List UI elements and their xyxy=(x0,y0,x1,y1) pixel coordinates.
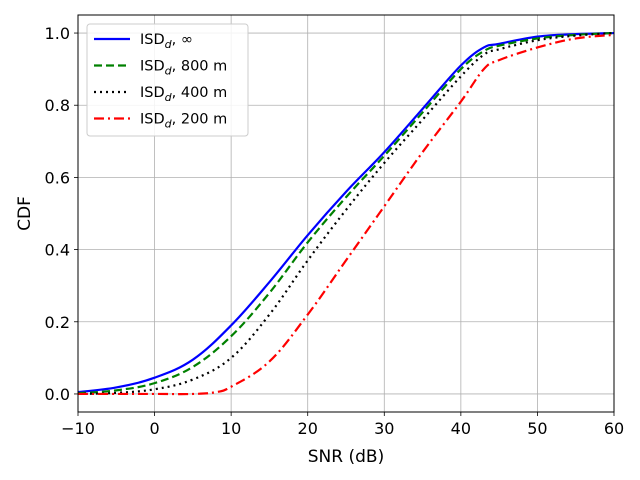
y-tick-label: 1.0 xyxy=(45,24,70,43)
legend-label: ISDd, ∞ xyxy=(140,32,193,51)
x-tick-label: 40 xyxy=(451,419,471,438)
x-tick-label: 0 xyxy=(149,419,159,438)
series-line xyxy=(77,31,615,395)
x-tick-label: 20 xyxy=(298,419,318,438)
x-axis-label: SNR (dB) xyxy=(308,447,384,467)
x-tick-label: −10 xyxy=(61,419,95,438)
x-tick-label: 50 xyxy=(527,419,547,438)
series-line xyxy=(77,33,615,396)
plot-frame xyxy=(77,14,615,413)
axis-ticks: −10 0 10 20 30 40 50 60 0.0 0.2 0.4 0.6 0.8 1.0 xyxy=(45,24,625,438)
legend-label: ISDd, 400 m xyxy=(140,85,227,104)
series-lines xyxy=(77,31,615,396)
y-axis-label: CDF xyxy=(15,196,35,231)
legend-label: ISDd, 200 m xyxy=(140,112,227,131)
y-tick-label: 0.4 xyxy=(45,241,70,260)
legend-label: ISDd, 800 m xyxy=(140,59,227,78)
x-tick-label: 60 xyxy=(604,419,624,438)
y-tick-label: 0.6 xyxy=(45,168,70,187)
legend: ISDd, ∞ ISDd, 800 m ISDd, 400 m ISDd, 200 m xyxy=(86,23,249,137)
series-line xyxy=(77,31,615,394)
x-tick-label: 30 xyxy=(374,419,394,438)
y-tick-label: 0.2 xyxy=(45,313,70,332)
y-tick-label: 0.0 xyxy=(45,385,70,404)
series-line xyxy=(77,31,615,396)
y-tick-label: 0.8 xyxy=(45,96,70,115)
legend-box xyxy=(86,23,249,137)
grid xyxy=(77,15,615,412)
x-tick-label: 10 xyxy=(221,419,241,438)
